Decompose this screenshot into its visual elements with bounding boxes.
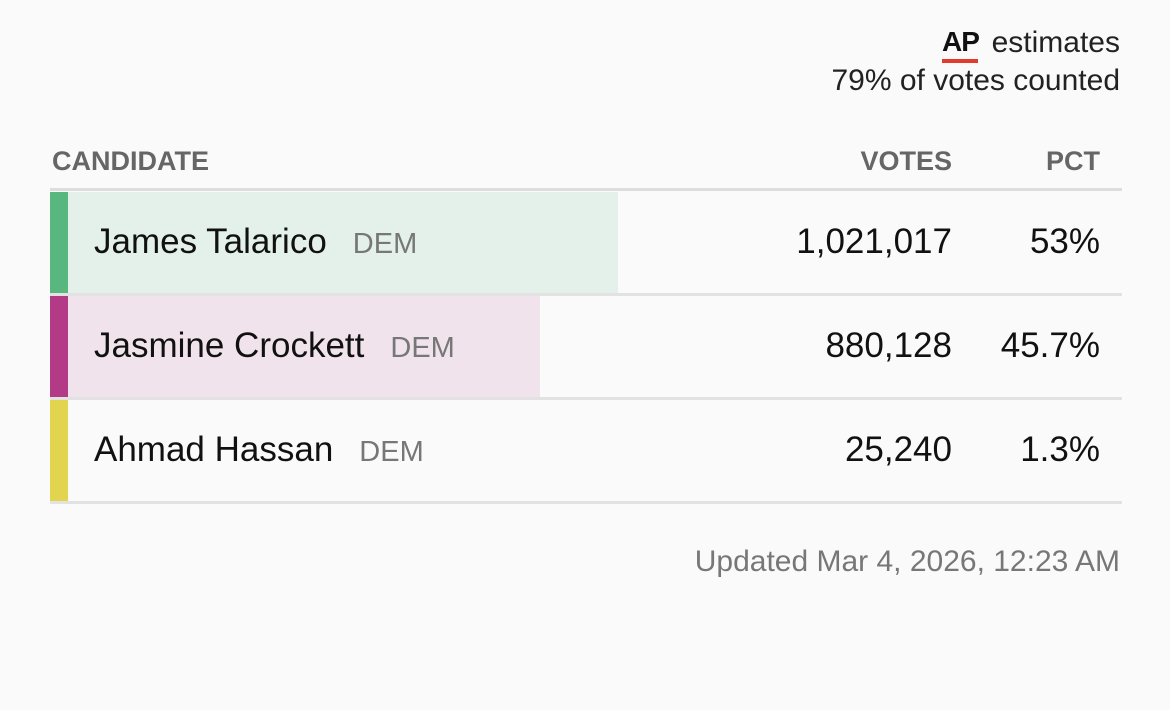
column-header: CANDIDATE: [52, 146, 209, 176]
candidate-name: Ahmad Hassan DEM: [94, 430, 424, 470]
party-strip: [50, 192, 68, 293]
candidate-label: Jasmine Crockett: [94, 326, 365, 365]
vote-pct: 1.3%: [1020, 430, 1100, 469]
candidate-label: Ahmad Hassan: [94, 430, 334, 469]
party-label: DEM: [352, 228, 418, 260]
party-label: DEM: [390, 332, 455, 364]
column-header: PCT: [1046, 146, 1100, 176]
candidate-name: James Talarico DEM: [94, 222, 417, 262]
candidate-row: James Talarico DEM 1,021,017 53%: [50, 192, 1122, 296]
vote-pct: 45.7%: [1000, 326, 1100, 365]
vote-pct: 53%: [1029, 222, 1100, 261]
ap-logo: AP: [942, 26, 980, 57]
pct-bar: [50, 192, 619, 293]
column-header: VOTES: [860, 146, 952, 176]
party-strip: [50, 400, 68, 501]
candidate-name: Jasmine Crockett DEM: [94, 326, 455, 366]
party-strip: [50, 296, 68, 397]
candidate-row: Jasmine Crockett DEM 880,128 45.7%: [50, 296, 1122, 400]
estimates-label: estimates: [991, 26, 1120, 59]
updated-time: Updated Mar 4, 2026, 12:23 AM: [694, 545, 1120, 578]
logo-underline: [942, 59, 978, 63]
votes-counted: 79% of votes counted: [831, 64, 1120, 97]
pct-bar: [50, 296, 540, 397]
header-rule: [50, 188, 1122, 191]
party-label: DEM: [359, 436, 424, 468]
vote-count: 25,240: [844, 430, 952, 469]
vote-count: 880,128: [825, 326, 952, 365]
candidate-label: James Talarico: [94, 222, 327, 261]
candidate-row: Ahmad Hassan DEM 25,240 1.3%: [50, 400, 1122, 504]
vote-count: 1,021,017: [796, 222, 952, 261]
